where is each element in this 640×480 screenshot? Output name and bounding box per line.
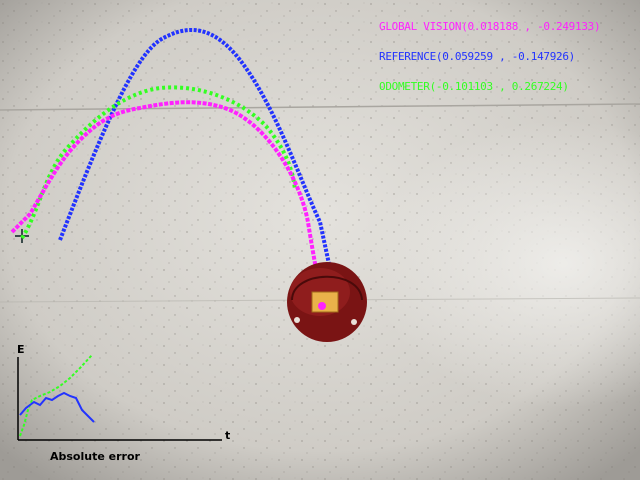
error-plot-odometer-line xyxy=(19,354,93,437)
error-plot-y-label: E xyxy=(17,343,25,356)
error-plot-x-label: t xyxy=(225,429,231,442)
error-plot-reference-line xyxy=(19,391,95,423)
reference-readout: REFERENCE(0.059259 , -0.147926) xyxy=(379,50,575,63)
global-vision-readout: GLOBAL VISION(0.018188 , -0.249133) xyxy=(379,20,601,33)
reference-trajectory xyxy=(58,27,334,279)
global-vision-trajectory xyxy=(10,100,325,307)
odometer-trajectory xyxy=(20,85,297,240)
odometer-readout: ODOMETER(-0.101103 , 0.267224) xyxy=(379,80,569,93)
robot-icon xyxy=(287,262,367,342)
error-plot-caption: Absolute error xyxy=(50,450,140,463)
error-plot xyxy=(17,354,222,441)
